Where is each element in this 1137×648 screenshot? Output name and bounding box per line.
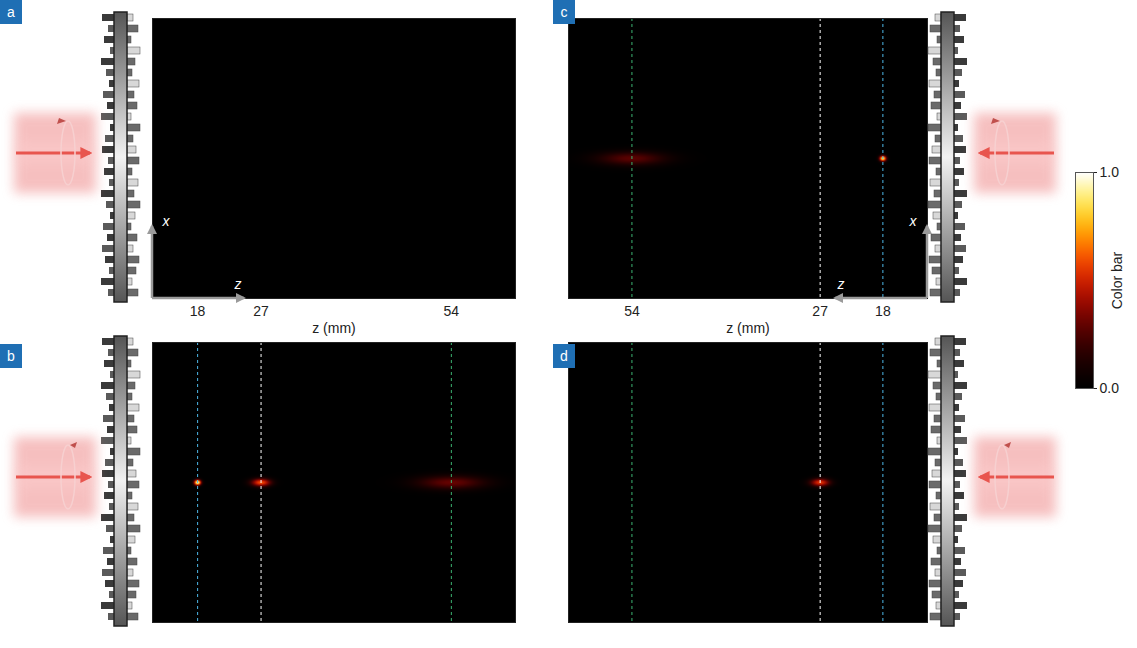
svg-text:a: a — [7, 4, 15, 20]
svg-text:z: z — [234, 276, 242, 292]
svg-text:b: b — [7, 348, 15, 364]
svg-text:27: 27 — [253, 303, 269, 319]
svg-text:54: 54 — [444, 303, 460, 319]
svg-text:z (mm): z (mm) — [312, 320, 356, 336]
svg-text:18: 18 — [875, 303, 891, 319]
svg-text:z (mm): z (mm) — [726, 320, 770, 336]
svg-text:x: x — [162, 213, 171, 229]
svg-text:d: d — [560, 348, 568, 364]
svg-text:0.0: 0.0 — [1100, 380, 1120, 396]
svg-text:c: c — [561, 4, 568, 20]
svg-text:1.0: 1.0 — [1100, 164, 1120, 180]
svg-text:Color bar: Color bar — [1109, 251, 1125, 309]
svg-text:27: 27 — [812, 303, 828, 319]
svg-text:54: 54 — [624, 303, 640, 319]
svg-text:x: x — [909, 213, 918, 229]
svg-text:18: 18 — [190, 303, 206, 319]
svg-text:z: z — [837, 276, 845, 292]
